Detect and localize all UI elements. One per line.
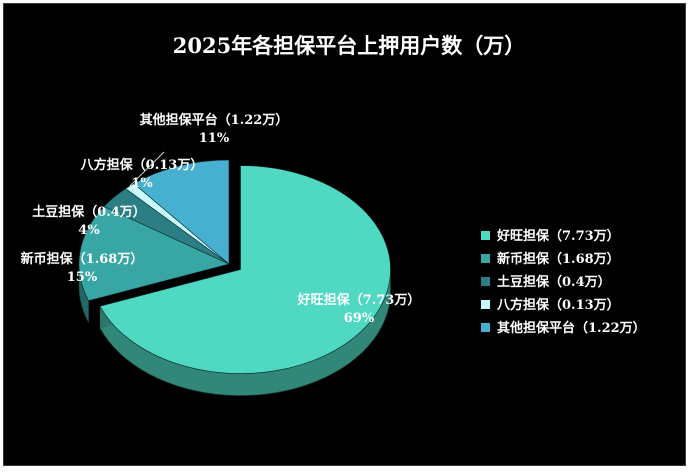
data-label-percent: 11%: [199, 131, 230, 146]
data-label-percent: 69%: [344, 311, 375, 326]
data-labels: 好旺担保（7.73万） 69% 新币担保（1.68万） 15% 土豆担保（0.4万） 4%…: [21, 112, 421, 326]
legend-swatch: [481, 254, 490, 263]
pie-slice-4: [133, 159, 230, 265]
pie-layer: [78, 159, 391, 396]
chart-panel: 2025年各担保平台上押用户数（万） 好旺担保（7.73万） 69% 新币担保（1.…: [3, 3, 686, 466]
legend-entry: 土豆担保（0.4万）: [497, 274, 611, 290]
legend-swatch: [481, 277, 490, 286]
legend-swatch: [481, 323, 490, 332]
data-label-percent: 1%: [131, 176, 153, 191]
leader-line: [129, 151, 165, 187]
legend-swatch: [481, 300, 490, 309]
data-label-category: 好旺担保（7.73万）: [297, 292, 421, 308]
data-label-percent: 4%: [78, 223, 100, 238]
legend-entry: 好旺担保（7.73万）: [496, 228, 620, 244]
data-label-category: 土豆担保（0.4万）: [32, 204, 146, 220]
data-label-percent: 15%: [67, 270, 98, 285]
data-label-category: 新币担保（1.68万）: [21, 251, 144, 267]
legend-entry: 其他担保平台（1.22万）: [497, 320, 646, 336]
legend-swatch: [481, 231, 490, 240]
legend: 好旺担保（7.73万） 新币担保（1.68万） 土豆担保（0.4万） 八方担保（0.1…: [481, 228, 646, 336]
pie-slice-0: [99, 165, 391, 374]
chart-title: 2025年各担保平台上押用户数（万）: [173, 33, 525, 58]
data-label-category: 八方担保（0.13万）: [80, 157, 204, 173]
data-label-category: 其他担保平台（1.22万）: [140, 112, 289, 128]
legend-entry: 新币担保（1.68万）: [497, 251, 620, 267]
pie-slice-1: [78, 206, 230, 302]
pie-chart: 2025年各担保平台上押用户数（万） 好旺担保（7.73万） 69% 新币担保（1.…: [21, 33, 646, 396]
legend-entry: 八方担保（0.13万）: [496, 297, 620, 313]
